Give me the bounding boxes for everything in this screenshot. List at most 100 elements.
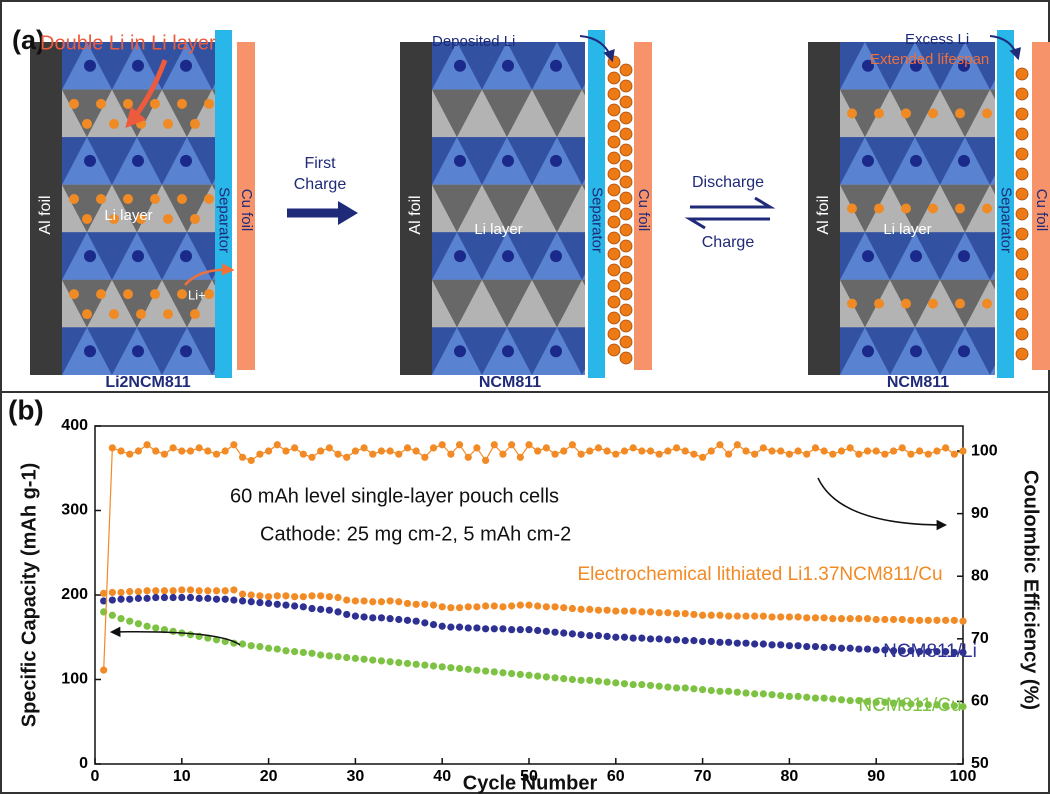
data-point [222,587,229,594]
li-atom [163,119,173,129]
data-point [465,624,472,631]
data-point [673,444,680,451]
data-point [777,692,784,699]
data-point [656,635,663,642]
deposited-li [620,304,632,316]
data-point [421,454,428,461]
data-point [630,681,637,688]
data-point [291,444,298,451]
data-point [716,639,723,646]
data-point [751,451,758,458]
data-point [925,617,932,624]
data-point [690,451,697,458]
data-point [282,447,289,454]
data-point [196,444,203,451]
data-point [404,600,411,607]
li-atom [982,204,992,214]
data-point [638,681,645,688]
data-point [204,447,211,454]
data-point [821,447,828,454]
data-point [899,616,906,623]
cell-caption: Li2NCM811 [105,374,190,391]
data-point [378,447,385,454]
data-point [699,638,706,645]
data-point [213,587,220,594]
data-point [447,604,454,611]
data-point [439,441,446,448]
data-point [595,444,602,451]
data-point [378,614,385,621]
data-point [838,645,845,652]
data-point [161,451,168,458]
data-point [786,613,793,620]
data-point [248,457,255,464]
data-point [829,695,836,702]
tm-atom [132,250,144,262]
deposited-li [608,264,620,276]
li-atom [96,289,106,299]
li-atom [190,214,200,224]
data-point [873,646,880,653]
data-point [326,444,333,451]
data-point [725,613,732,620]
data-point [708,638,715,645]
deposited-li [608,216,620,228]
data-point [343,596,350,603]
data-point [855,615,862,622]
li-atom [123,194,133,204]
data-point [569,441,576,448]
data-point [777,613,784,620]
li-atom [136,119,146,129]
deposited-li [620,256,632,268]
data-point [716,688,723,695]
data-point [282,592,289,599]
data-point [525,602,532,609]
data-point [248,591,255,598]
data-point [621,607,628,614]
data-point [838,615,845,622]
data-point [378,657,385,664]
data-point [317,592,324,599]
deposited-li [620,336,632,348]
data-point [855,451,862,458]
deposited-li [620,288,632,300]
data-point [543,628,550,635]
data-point [716,612,723,619]
tm-atom [84,250,96,262]
deposited-li [608,104,620,116]
data-point [742,613,749,620]
tm-atom [132,345,144,357]
data-point [109,612,116,619]
data-point [612,451,619,458]
data-point [109,444,116,451]
callout: Extended lifespan [870,51,989,68]
li-layer-label: Li layer [104,207,152,224]
li-atom [204,99,214,109]
separator-label: Separator [216,187,233,253]
deposited-li [608,56,620,68]
series-label: NCM811/Cu [858,695,961,716]
data-point [482,457,489,464]
data-point [725,639,732,646]
data-point [560,604,567,611]
x-tick-label: 70 [694,768,712,785]
data-point [248,642,255,649]
data-point [265,447,272,454]
cu-foil-label: Cu foil [635,189,652,232]
li-atom [69,289,79,299]
data-point [569,605,576,612]
data-point [742,689,749,696]
data-point [352,655,359,662]
data-point [630,607,637,614]
data-point [734,689,741,696]
data-point [126,596,133,603]
excess-li [1016,288,1028,300]
tm-atom [180,60,192,72]
li-atom [874,299,884,309]
deposited-li [608,232,620,244]
tm-atom [454,345,466,357]
data-point [673,610,680,617]
data-point [421,601,428,608]
li-atom [204,194,214,204]
data-point [760,613,767,620]
